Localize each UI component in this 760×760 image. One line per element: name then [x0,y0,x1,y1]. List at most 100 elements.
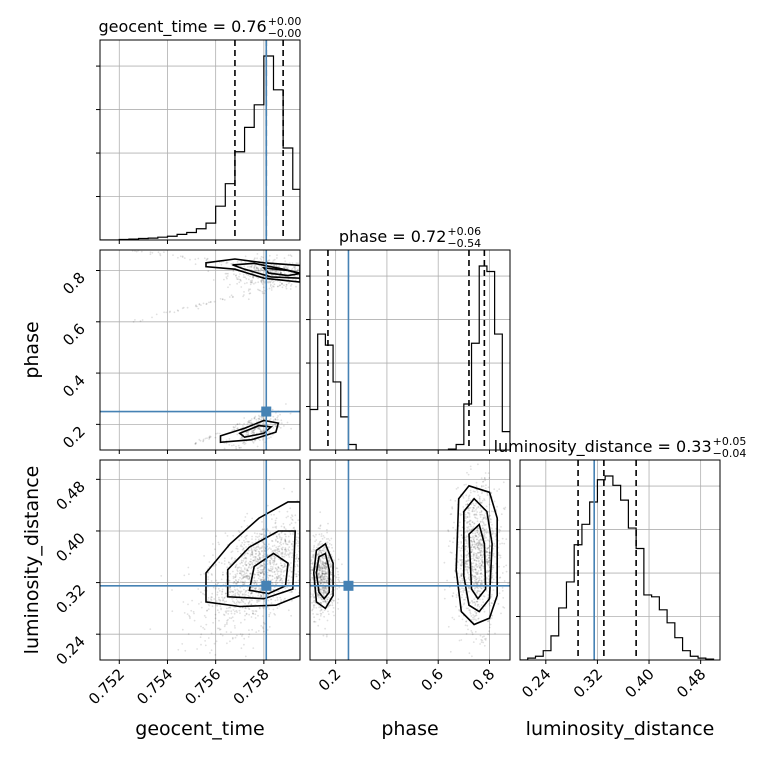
scatter-point [272,559,274,562]
scatter-point [490,595,493,598]
scatter-point [259,589,262,592]
scatter-point [231,590,233,593]
scatter-point [317,594,319,597]
panel-frame [519,459,721,661]
scatter-point [322,572,324,574]
scatter-point [314,621,317,623]
scatter-point [472,570,475,573]
scatter-point [491,533,493,536]
scatter-point [260,280,263,283]
scatter-point [322,573,325,575]
scatter-point [209,652,211,654]
scatter-point [285,287,288,290]
scatter-point [329,564,331,567]
scatter-point [269,532,271,535]
scatter-point [459,558,461,561]
scatter-point [288,539,291,542]
scatter-point [454,500,457,502]
scatter-point [280,283,283,285]
scatter-point [312,554,315,557]
scatter-point [477,573,479,575]
scatter-point [481,490,484,493]
scatter-point [263,579,265,581]
scatter-point [475,538,478,541]
scatter-point [285,516,288,519]
scatter-point [275,411,277,414]
scatter-point [325,581,327,584]
scatter-point [215,564,218,566]
scatter-point [475,535,478,538]
scatter-point [244,602,247,605]
scatter-point [326,531,328,534]
scatter-point [310,562,312,565]
scatter-point [157,251,160,254]
scatter-point [324,601,327,603]
scatter-point [244,442,247,445]
scatter-point [485,551,488,554]
scatter-point [319,567,321,570]
scatter-point [181,307,184,310]
scatter-point [320,613,323,615]
scatter-point [200,643,202,646]
scatter-point [263,566,266,569]
scatter-point [168,311,171,314]
scatter-point [261,540,264,543]
scatter-point [465,542,468,545]
scatter-point [257,269,260,272]
scatter-point [461,593,464,596]
scatter-point [242,570,245,573]
scatter-point [482,481,484,483]
scatter-point [261,565,264,567]
scatter-point [475,543,478,546]
scatter-point [468,520,471,523]
scatter-point [149,628,152,630]
scatter-point [232,534,235,537]
scatter-point [279,536,281,539]
scatter-point [315,533,317,536]
scatter-point [473,536,476,539]
scatter-point [258,552,261,555]
scatter-point [241,600,244,603]
scatter-point [229,283,231,286]
scatter-point [320,581,323,584]
scatter-point [455,594,458,596]
scatter-point [247,566,250,569]
scatter-point [319,580,322,583]
scatter-point [322,634,325,637]
scatter-point [476,557,479,560]
scatter-point [206,257,209,260]
scatter-point [269,271,272,273]
scatter-point [477,555,480,558]
scatter-point [248,292,251,295]
scatter-point [481,513,484,516]
scatter-point [459,521,461,524]
scatter-point [235,575,237,577]
scatter-point [443,561,446,564]
scatter-point [321,586,324,589]
scatter-point [267,529,269,532]
scatter-point [190,609,193,612]
scatter-point [325,580,328,583]
scatter-point [464,624,467,627]
scatter-point [297,274,300,277]
scatter-point [472,562,475,565]
scatter-point [326,598,329,601]
scatter-point [202,626,205,629]
scatter-point [324,586,327,589]
scatter-point [333,581,336,584]
scatter-point [289,523,291,526]
scatter-point [240,621,242,624]
scatter-point [233,588,236,591]
contour-level [219,419,280,444]
scatter-point [239,278,241,281]
scatter-point [482,551,484,553]
scatter-point [461,561,463,563]
truth-point [343,580,354,591]
scatter-point [268,608,270,610]
scatter-point [473,510,476,512]
scatter-point [321,579,323,582]
scatter-point [222,598,224,600]
scatter-point [498,565,500,568]
scatter-point [313,596,316,599]
scatter-point [254,581,257,583]
